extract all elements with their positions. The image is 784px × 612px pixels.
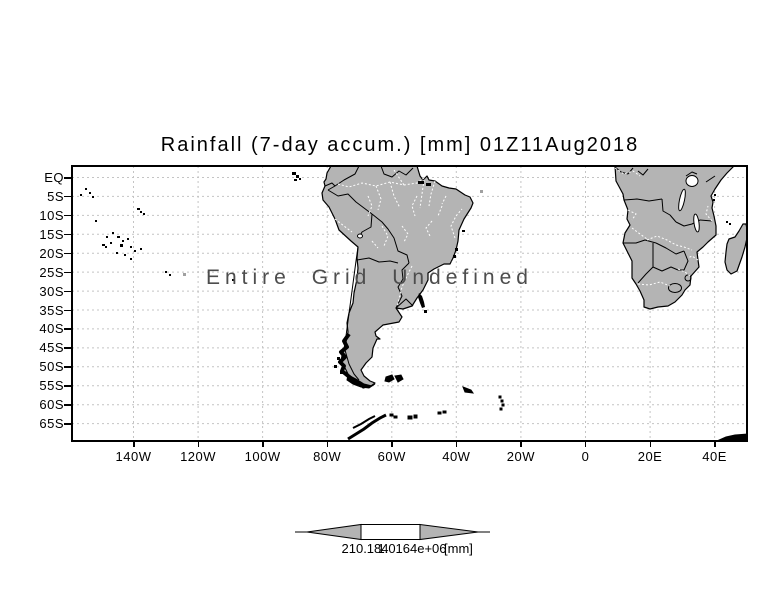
pacific-islands <box>80 172 731 281</box>
lon-tick-mark <box>649 441 652 447</box>
lat-tick-label: 5S <box>47 188 64 204</box>
lon-tick-mark <box>326 441 329 447</box>
lon-tick-mark <box>133 441 135 447</box>
country-borders <box>324 166 716 381</box>
lakes <box>357 175 700 239</box>
lon-tick-mark <box>584 441 587 447</box>
lat-tick-label: 45S <box>39 340 64 356</box>
lon-tick-label: 20E <box>637 449 663 464</box>
colorbar <box>295 523 490 541</box>
colorbar-right-arrow <box>419 523 479 541</box>
lon-tick-label: 100W <box>244 449 281 464</box>
colorbar-unit-label: [mm] <box>444 541 473 556</box>
lon-tick-mark <box>197 441 200 447</box>
rivers <box>334 167 713 308</box>
lat-tick-label: 20S <box>39 245 64 261</box>
grid-undefined-overlay: Entire Grid Undefined <box>206 266 533 289</box>
lat-tick-label: 15S <box>39 226 64 242</box>
colorbar-max-label: 1.0164e+06 <box>377 541 447 556</box>
lat-tick-mark <box>64 177 71 179</box>
madagascar-island <box>724 223 748 275</box>
lat-tick-mark <box>64 214 71 217</box>
lat-tick-mark <box>64 423 71 425</box>
plot-title: Rainfall (7-day accum.) [mm] 01Z11Aug201… <box>160 134 640 156</box>
lat-tick-label: 40S <box>39 321 64 337</box>
lat-tick-mark <box>64 404 71 406</box>
lon-tick-label: 120W <box>180 449 217 464</box>
lat-tick-label: 60S <box>39 397 64 413</box>
lat-tick-mark <box>64 233 71 236</box>
lat-tick-label: 55S <box>39 378 64 394</box>
lat-tick-label: 65S <box>39 416 64 432</box>
lat-tick-mark <box>64 309 71 311</box>
lat-tick-mark <box>64 252 71 255</box>
lon-tick-mark <box>262 441 264 447</box>
lon-tick-label: 80W <box>313 449 342 464</box>
lon-tick-mark <box>520 441 522 447</box>
lat-tick-mark <box>64 271 71 274</box>
lon-tick-mark <box>455 441 458 447</box>
lat-tick-label: EQ <box>44 170 64 185</box>
lat-tick-mark <box>64 328 71 330</box>
coastal-features <box>418 181 465 313</box>
colorbar-left-arrow <box>306 523 362 541</box>
lon-tick-label: 60W <box>377 449 406 464</box>
lon-tick-label: 40W <box>442 449 471 464</box>
lat-tick-label: 25S <box>39 264 64 280</box>
lat-tick-mark <box>64 195 71 198</box>
lat-tick-mark <box>64 347 71 349</box>
lat-tick-label: 50S <box>39 359 64 375</box>
lon-tick-label: 40E <box>702 449 727 464</box>
lat-tick-label: 10S <box>39 207 64 223</box>
map-svg <box>72 166 748 441</box>
lat-tick-label: 35S <box>39 302 64 318</box>
africa-landmass <box>614 166 735 310</box>
lon-tick-mark <box>714 441 716 447</box>
landmasses <box>321 166 748 389</box>
lat-tick-mark <box>64 290 71 293</box>
colorbar-min-label: 210.184 <box>341 541 389 556</box>
lon-tick-label: 20W <box>506 449 536 464</box>
lat-tick-label: 30S <box>39 283 64 299</box>
lon-tick-mark <box>391 441 393 447</box>
lat-tick-mark <box>64 385 71 387</box>
lon-tick-label: 140W <box>115 449 152 464</box>
colorbar-mid-swatch <box>360 524 421 540</box>
lat-tick-mark <box>64 366 71 368</box>
antarctic-islands <box>347 374 748 441</box>
lon-tick-label: 0 <box>581 449 590 464</box>
